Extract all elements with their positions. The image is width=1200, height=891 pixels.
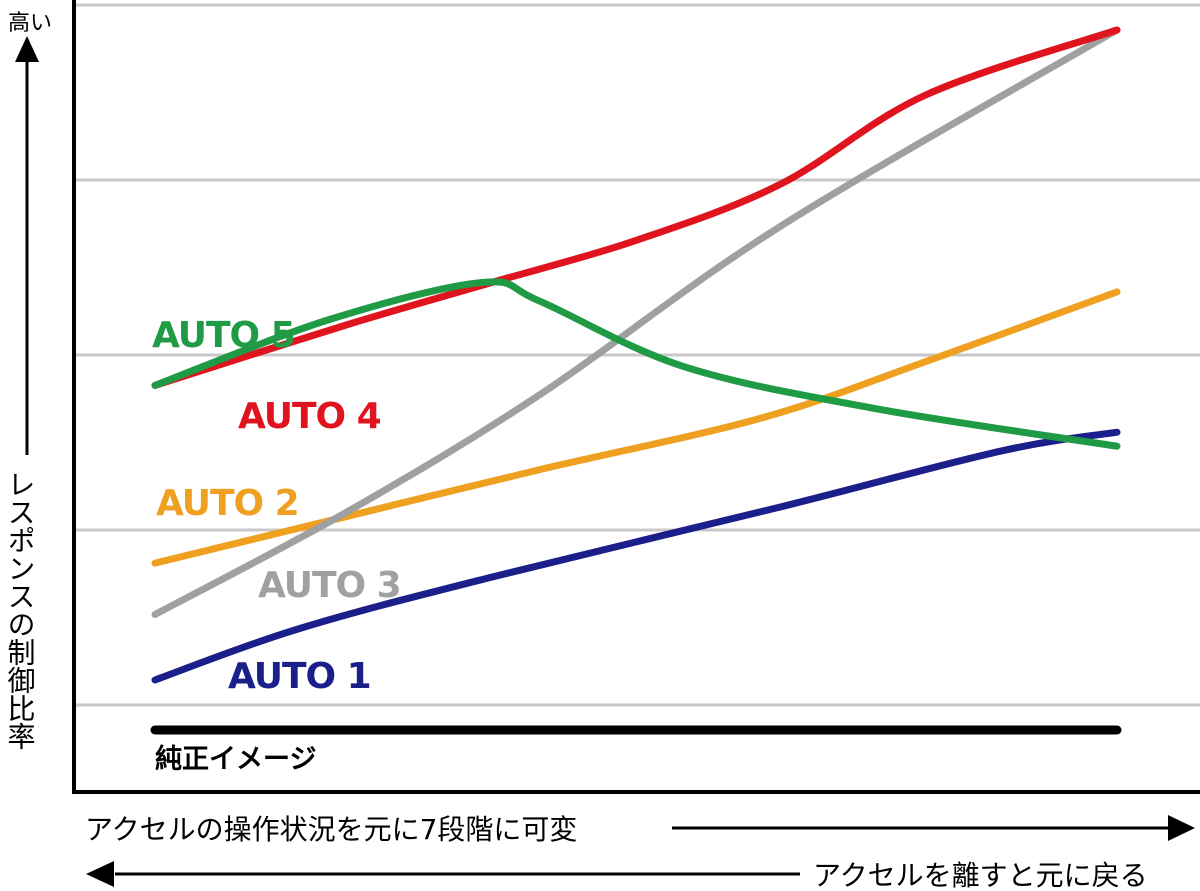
y-axis-label: レスポンスの制御比率 xyxy=(4,470,37,750)
y-axis-top-label: 高い xyxy=(8,11,52,36)
series-label-auto3: AUTO 3 xyxy=(258,565,401,606)
series-label-auto2: AUTO 2 xyxy=(156,483,299,524)
x-axis-backward-label: アクセルを離すと元に戻る xyxy=(813,859,1148,891)
series-line-auto5 xyxy=(151,278,1121,450)
series-line-auto3 xyxy=(151,26,1121,618)
axes xyxy=(72,0,1200,794)
baseline-label: 純正イメージ xyxy=(155,743,316,775)
series-label-auto5: AUTO 5 xyxy=(152,315,295,356)
series-label-auto1: AUTO 1 xyxy=(228,656,371,697)
grid-lines xyxy=(75,3,1200,707)
series-label-auto4: AUTO 4 xyxy=(238,396,381,437)
x-axis-forward-label: アクセルの操作状況を元に7段階に可変 xyxy=(85,813,577,846)
series-lines xyxy=(150,26,1122,735)
series-line-auto1 xyxy=(151,428,1121,684)
x-backward-arrow xyxy=(86,861,800,887)
y-up-arrow xyxy=(15,36,39,455)
series-line-auto4 xyxy=(151,26,1121,389)
x-forward-arrow xyxy=(672,815,1195,841)
